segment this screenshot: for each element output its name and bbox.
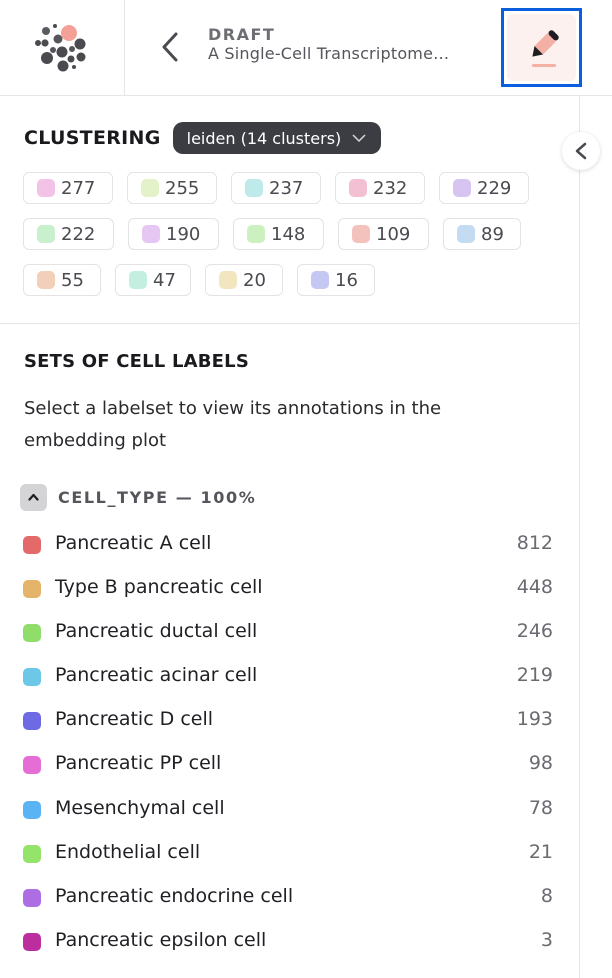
clustering-title: CLUSTERING <box>24 127 161 149</box>
cluster-chip[interactable]: 237 <box>231 172 321 204</box>
cluster-swatch <box>247 225 265 243</box>
clustering-selected-value: leiden (14 clusters) <box>186 128 342 148</box>
top-header: DRAFT A Single-Cell Transcriptome… <box>0 0 612 96</box>
cluster-chip[interactable]: 277 <box>23 172 113 204</box>
edit-button[interactable] <box>501 8 582 87</box>
label-row[interactable]: Mesenchymal cell 78 <box>0 787 579 831</box>
cluster-chip[interactable]: 190 <box>128 218 219 250</box>
label-row[interactable]: Pancreatic A cell 812 <box>0 522 579 566</box>
cluster-swatch <box>245 179 263 197</box>
label-color-swatch <box>23 844 41 863</box>
back-button[interactable] <box>158 30 186 64</box>
collapse-toggle[interactable] <box>20 484 47 511</box>
label-row[interactable]: Pancreatic D cell 193 <box>0 698 579 742</box>
cluster-chip[interactable]: 16 <box>297 264 375 296</box>
dataset-title[interactable]: A Single-Cell Transcriptome… <box>208 44 450 63</box>
cluster-chip[interactable]: 55 <box>23 264 101 296</box>
label-color-swatch <box>23 888 41 907</box>
label-row[interactable]: Pancreatic ductal cell 246 <box>0 610 579 654</box>
chevron-left-icon <box>162 32 178 62</box>
label-color-swatch <box>23 800 41 819</box>
chevron-down-icon <box>352 134 366 143</box>
cluster-swatch <box>457 225 475 243</box>
cluster-swatch <box>142 225 160 243</box>
cluster-swatch <box>37 225 55 243</box>
cluster-chip[interactable]: 109 <box>338 218 429 250</box>
cluster-swatch <box>129 271 147 289</box>
cluster-chip[interactable]: 229 <box>439 172 529 204</box>
label-row[interactable]: Pancreatic endocrine cell 8 <box>0 875 579 919</box>
labelset-header-cell-type[interactable]: CELL_TYPE — 100% <box>20 484 256 511</box>
label-row[interactable]: Pancreatic epsilon cell 3 <box>0 919 579 963</box>
cluster-chip[interactable]: 20 <box>205 264 283 296</box>
label-row[interactable]: Endothelial cell 21 <box>0 831 579 875</box>
label-color-swatch <box>23 624 41 643</box>
pencil-icon <box>532 30 559 67</box>
cell-labels-description: Select a labelset to view its annotation… <box>24 398 442 451</box>
cluster-swatch <box>311 271 329 289</box>
cluster-chip[interactable]: 89 <box>443 218 521 250</box>
cluster-chip[interactable]: 222 <box>23 218 114 250</box>
label-row[interactable]: Pancreatic acinar cell 219 <box>0 654 579 698</box>
cluster-chips: 277 255 237 232 229 222 190 148 109 89 5… <box>23 172 543 310</box>
label-color-swatch <box>23 932 41 951</box>
label-color-swatch <box>23 536 41 554</box>
label-list: Pancreatic A cell 812 Type B pancreatic c… <box>0 522 579 963</box>
draft-status: DRAFT <box>208 25 276 44</box>
labelset-name: CELL_TYPE — 100% <box>58 488 257 507</box>
cluster-chip[interactable]: 148 <box>233 218 324 250</box>
label-row[interactable]: Pancreatic PP cell 98 <box>0 742 579 786</box>
clustering-section: CLUSTERING leiden (14 clusters) 277 255 … <box>0 96 579 324</box>
cluster-swatch <box>141 179 159 197</box>
cluster-swatch <box>37 271 55 289</box>
label-color-swatch <box>23 756 41 775</box>
sidebar-divider <box>579 96 580 978</box>
clustering-dropdown[interactable]: leiden (14 clusters) <box>172 122 382 154</box>
logo-cell <box>0 0 125 95</box>
label-row[interactable]: Type B pancreatic cell 448 <box>0 566 579 610</box>
cluster-swatch <box>352 225 370 243</box>
collapse-sidebar-button[interactable] <box>562 132 600 170</box>
label-color-swatch <box>23 668 41 687</box>
cluster-swatch <box>219 271 237 289</box>
cell-labels-title: SETS OF CELL LABELS <box>24 351 249 372</box>
cluster-swatch <box>349 179 367 197</box>
cellxgene-logo-icon <box>35 24 86 72</box>
chevron-left-icon <box>575 142 587 160</box>
title-block: DRAFT A Single-Cell Transcriptome… <box>208 26 478 64</box>
chevron-up-icon <box>28 493 39 501</box>
cluster-swatch <box>453 179 471 197</box>
cluster-chip[interactable]: 47 <box>115 264 191 296</box>
label-color-swatch <box>23 712 41 731</box>
label-color-swatch <box>23 580 41 599</box>
cluster-chip[interactable]: 232 <box>335 172 425 204</box>
cluster-chip[interactable]: 255 <box>127 172 217 204</box>
cluster-swatch <box>37 179 55 197</box>
